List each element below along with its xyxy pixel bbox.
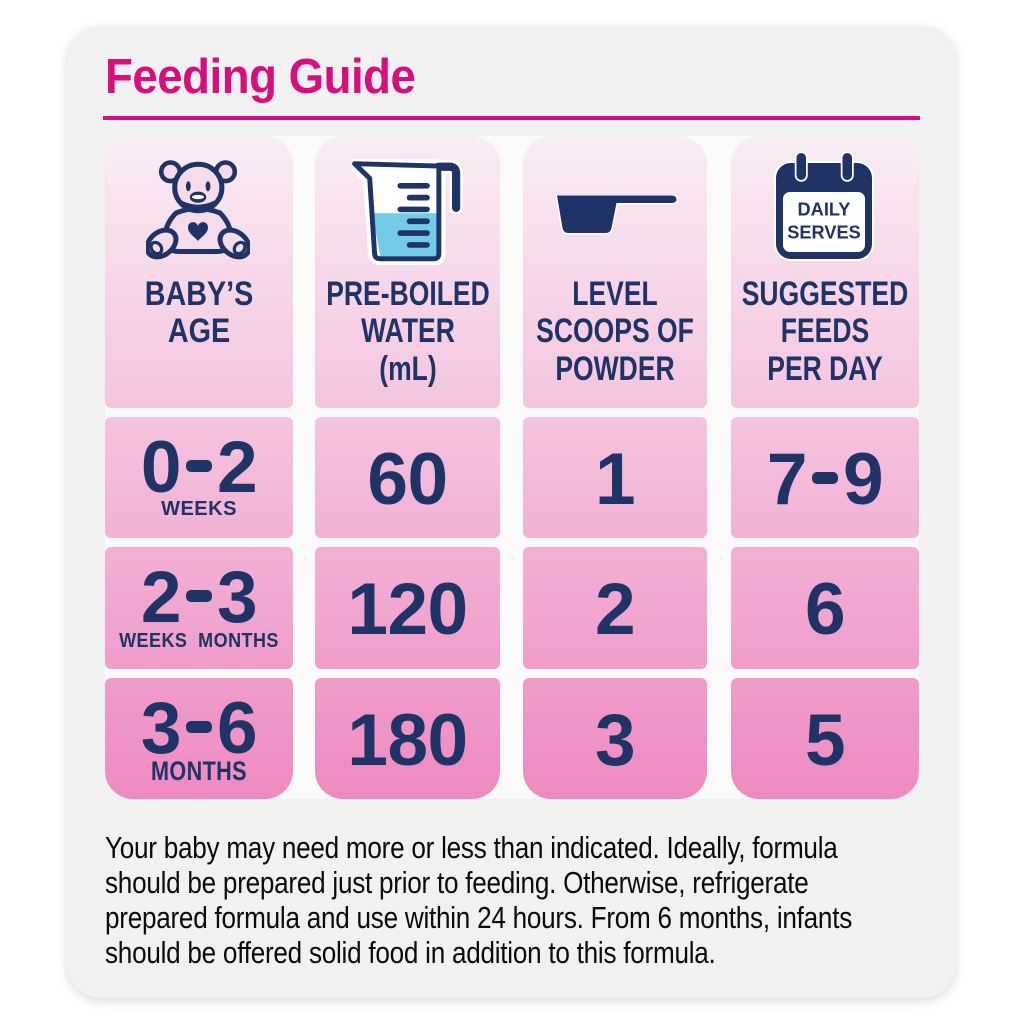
svg-text:SERVES: SERVES	[787, 223, 860, 243]
svg-text:DAILY: DAILY	[798, 200, 851, 220]
